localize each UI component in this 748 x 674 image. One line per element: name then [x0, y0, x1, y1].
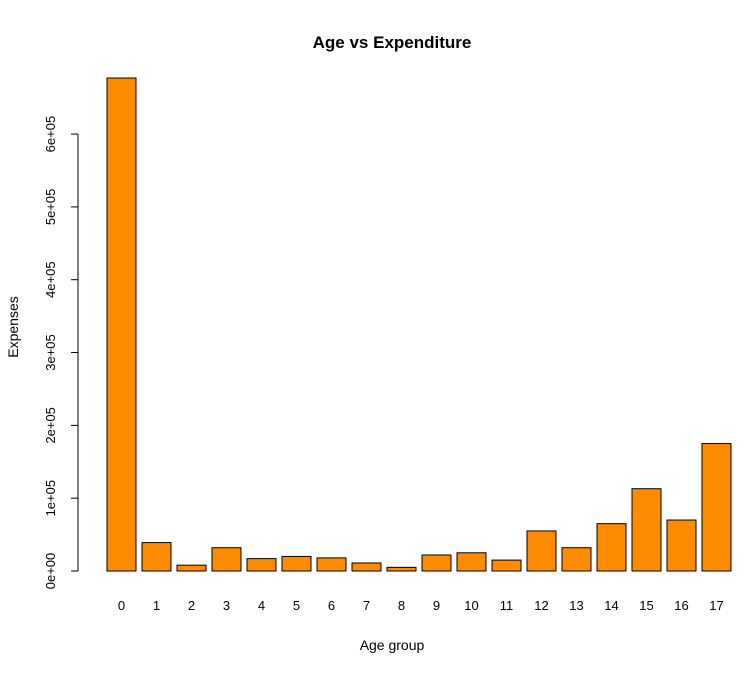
y-axis-label: Expenses [5, 296, 21, 357]
bar-0 [106, 77, 137, 572]
x-tick-label: 13 [569, 598, 583, 613]
x-tick-label: 1 [153, 598, 160, 613]
x-tick-label: 9 [433, 598, 440, 613]
x-tick-label: 3 [223, 598, 230, 613]
bar-13 [561, 547, 592, 572]
y-axis: 0e+00 1e+05 2e+05 3e+05 4e+05 5e+05 6e+05 [43, 116, 79, 590]
y-tick-label: 5e+05 [43, 189, 58, 226]
y-tick-label: 1e+05 [43, 480, 58, 517]
bar-9 [421, 554, 452, 572]
bar-8 [386, 566, 417, 572]
bar-3 [211, 547, 242, 572]
x-tick-label: 5 [293, 598, 300, 613]
x-tick-label: 6 [328, 598, 335, 613]
x-tick-label: 11 [500, 598, 514, 613]
y-tick-label: 6e+05 [43, 116, 58, 153]
bar-4 [246, 558, 277, 572]
bar-17 [701, 443, 732, 572]
bar-2 [176, 564, 207, 572]
bar-16 [666, 519, 697, 572]
x-tick-label: 7 [363, 598, 370, 613]
bar-12 [526, 530, 557, 572]
x-tick-label: 2 [188, 598, 195, 613]
x-tick-labels: 0 1 2 3 4 5 6 7 8 9 10 11 12 13 14 15 16 17 [118, 598, 724, 613]
bar-14 [596, 523, 627, 572]
bar-5 [281, 555, 312, 572]
bar-1 [141, 542, 172, 572]
x-tick-label: 12 [534, 598, 548, 613]
bar-15 [631, 488, 662, 572]
x-tick-label: 4 [258, 598, 265, 613]
bar-7 [351, 562, 382, 572]
x-tick-label: 8 [398, 598, 405, 613]
x-tick-label: 16 [674, 598, 688, 613]
bar-11 [491, 559, 522, 572]
y-tick-label: 3e+05 [43, 334, 58, 371]
x-tick-label: 0 [118, 598, 125, 613]
chart-title: Age vs Expenditure [313, 33, 472, 52]
bar-10 [456, 552, 487, 572]
x-tick-label: 10 [464, 598, 478, 613]
y-tick-label: 2e+05 [43, 407, 58, 444]
y-tick-label: 0e+00 [43, 553, 58, 590]
x-tick-label: 14 [604, 598, 618, 613]
bar-6 [316, 557, 347, 572]
y-tick-label: 4e+05 [43, 261, 58, 298]
x-axis-label: Age group [360, 637, 425, 653]
x-tick-label: 15 [639, 598, 653, 613]
x-tick-label: 17 [709, 598, 723, 613]
bars-group [106, 77, 732, 572]
